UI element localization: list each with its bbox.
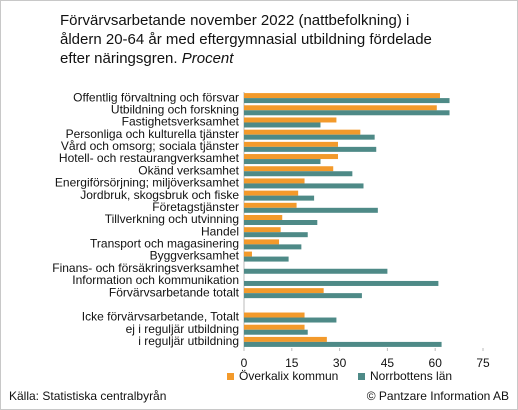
category-label: Förvärvsarbetande totalt — [109, 285, 240, 299]
bar — [244, 166, 334, 172]
bar — [244, 317, 337, 323]
bar — [244, 293, 362, 299]
bar — [244, 159, 321, 165]
category-label: Jordbruk, skogsbruk och fiske — [80, 188, 239, 202]
x-tick-label: 45 — [381, 356, 395, 370]
bar — [244, 312, 305, 318]
category-label: Tillverkning och utvinning — [105, 212, 239, 226]
bar — [244, 336, 327, 342]
category-label: Personliga och kulturella tjänster — [66, 127, 239, 141]
bar — [244, 178, 305, 184]
category-label: Finans- och försäkringsverksamhet — [52, 261, 239, 275]
category-label: Offentlig förvaltning och försvar — [73, 90, 239, 104]
bar — [244, 329, 308, 335]
bar — [244, 129, 361, 135]
bar — [244, 251, 252, 257]
legend-swatch — [358, 373, 365, 380]
bar — [244, 146, 377, 152]
legend-swatch — [227, 373, 234, 380]
category-label: ej i reguljär utbildning — [126, 322, 239, 336]
category-label: i reguljär utbildning — [138, 334, 239, 348]
bar — [244, 93, 440, 99]
title-text: Förvärvsarbetande november 2022 (nattbef… — [60, 12, 432, 67]
bar — [244, 110, 450, 116]
bar — [244, 98, 450, 104]
bar — [244, 239, 280, 245]
x-tick-label: 75 — [476, 356, 490, 370]
bar — [244, 215, 283, 220]
category-label: Transport och magasinering — [90, 237, 239, 251]
bar — [244, 256, 289, 262]
bar — [244, 134, 375, 140]
bar — [244, 227, 281, 233]
bar — [244, 122, 321, 128]
bar — [244, 268, 388, 274]
x-tick-label: 30 — [333, 356, 347, 370]
category-label: Utbildning och forskning — [111, 102, 239, 116]
category-label: Okänd verksamhet — [138, 163, 239, 177]
bar — [244, 288, 324, 294]
bar — [244, 220, 318, 225]
category-label: Hotell- och restaurangverksamhet — [59, 151, 240, 165]
x-tick-label: 60 — [429, 356, 443, 370]
bar — [244, 141, 339, 147]
x-tick-label: 15 — [285, 356, 299, 370]
bar — [244, 105, 437, 111]
bar — [244, 171, 353, 177]
category-label: Vård och omsorg; sociala tjänster — [61, 139, 239, 153]
chart-title: Förvärvsarbetande november 2022 (nattbef… — [60, 11, 455, 68]
bar — [244, 154, 339, 160]
title-unit: Procent — [181, 50, 234, 67]
bar — [244, 341, 442, 347]
category-label: Icke förvärvsarbetande, Totalt — [82, 310, 240, 324]
legend-label: Norrbottens län — [370, 369, 452, 383]
bar — [244, 244, 302, 250]
category-label: Fastighetsverksamhet — [122, 115, 240, 129]
bar — [244, 183, 364, 189]
bar — [244, 207, 378, 213]
category-label: Byggverksamhet — [150, 249, 240, 263]
category-label: Företagstjänster — [152, 200, 239, 214]
bar — [244, 202, 297, 208]
bar — [244, 195, 315, 201]
x-tick-label: 0 — [241, 356, 248, 370]
category-label: Energiförsörjning; miljöverksamhet — [55, 176, 240, 190]
legend-label: Överkalix kommun — [239, 369, 338, 383]
bar — [244, 117, 337, 123]
copyright: © Pantzare Information AB — [367, 389, 509, 403]
bar — [244, 280, 439, 286]
category-label: Handel — [201, 224, 239, 238]
source: Källa: Statistiska centralbyrån — [9, 389, 166, 403]
bar — [244, 190, 299, 196]
category-label: Information och kommunikation — [72, 273, 239, 287]
bar — [244, 232, 308, 238]
bar — [244, 324, 305, 330]
